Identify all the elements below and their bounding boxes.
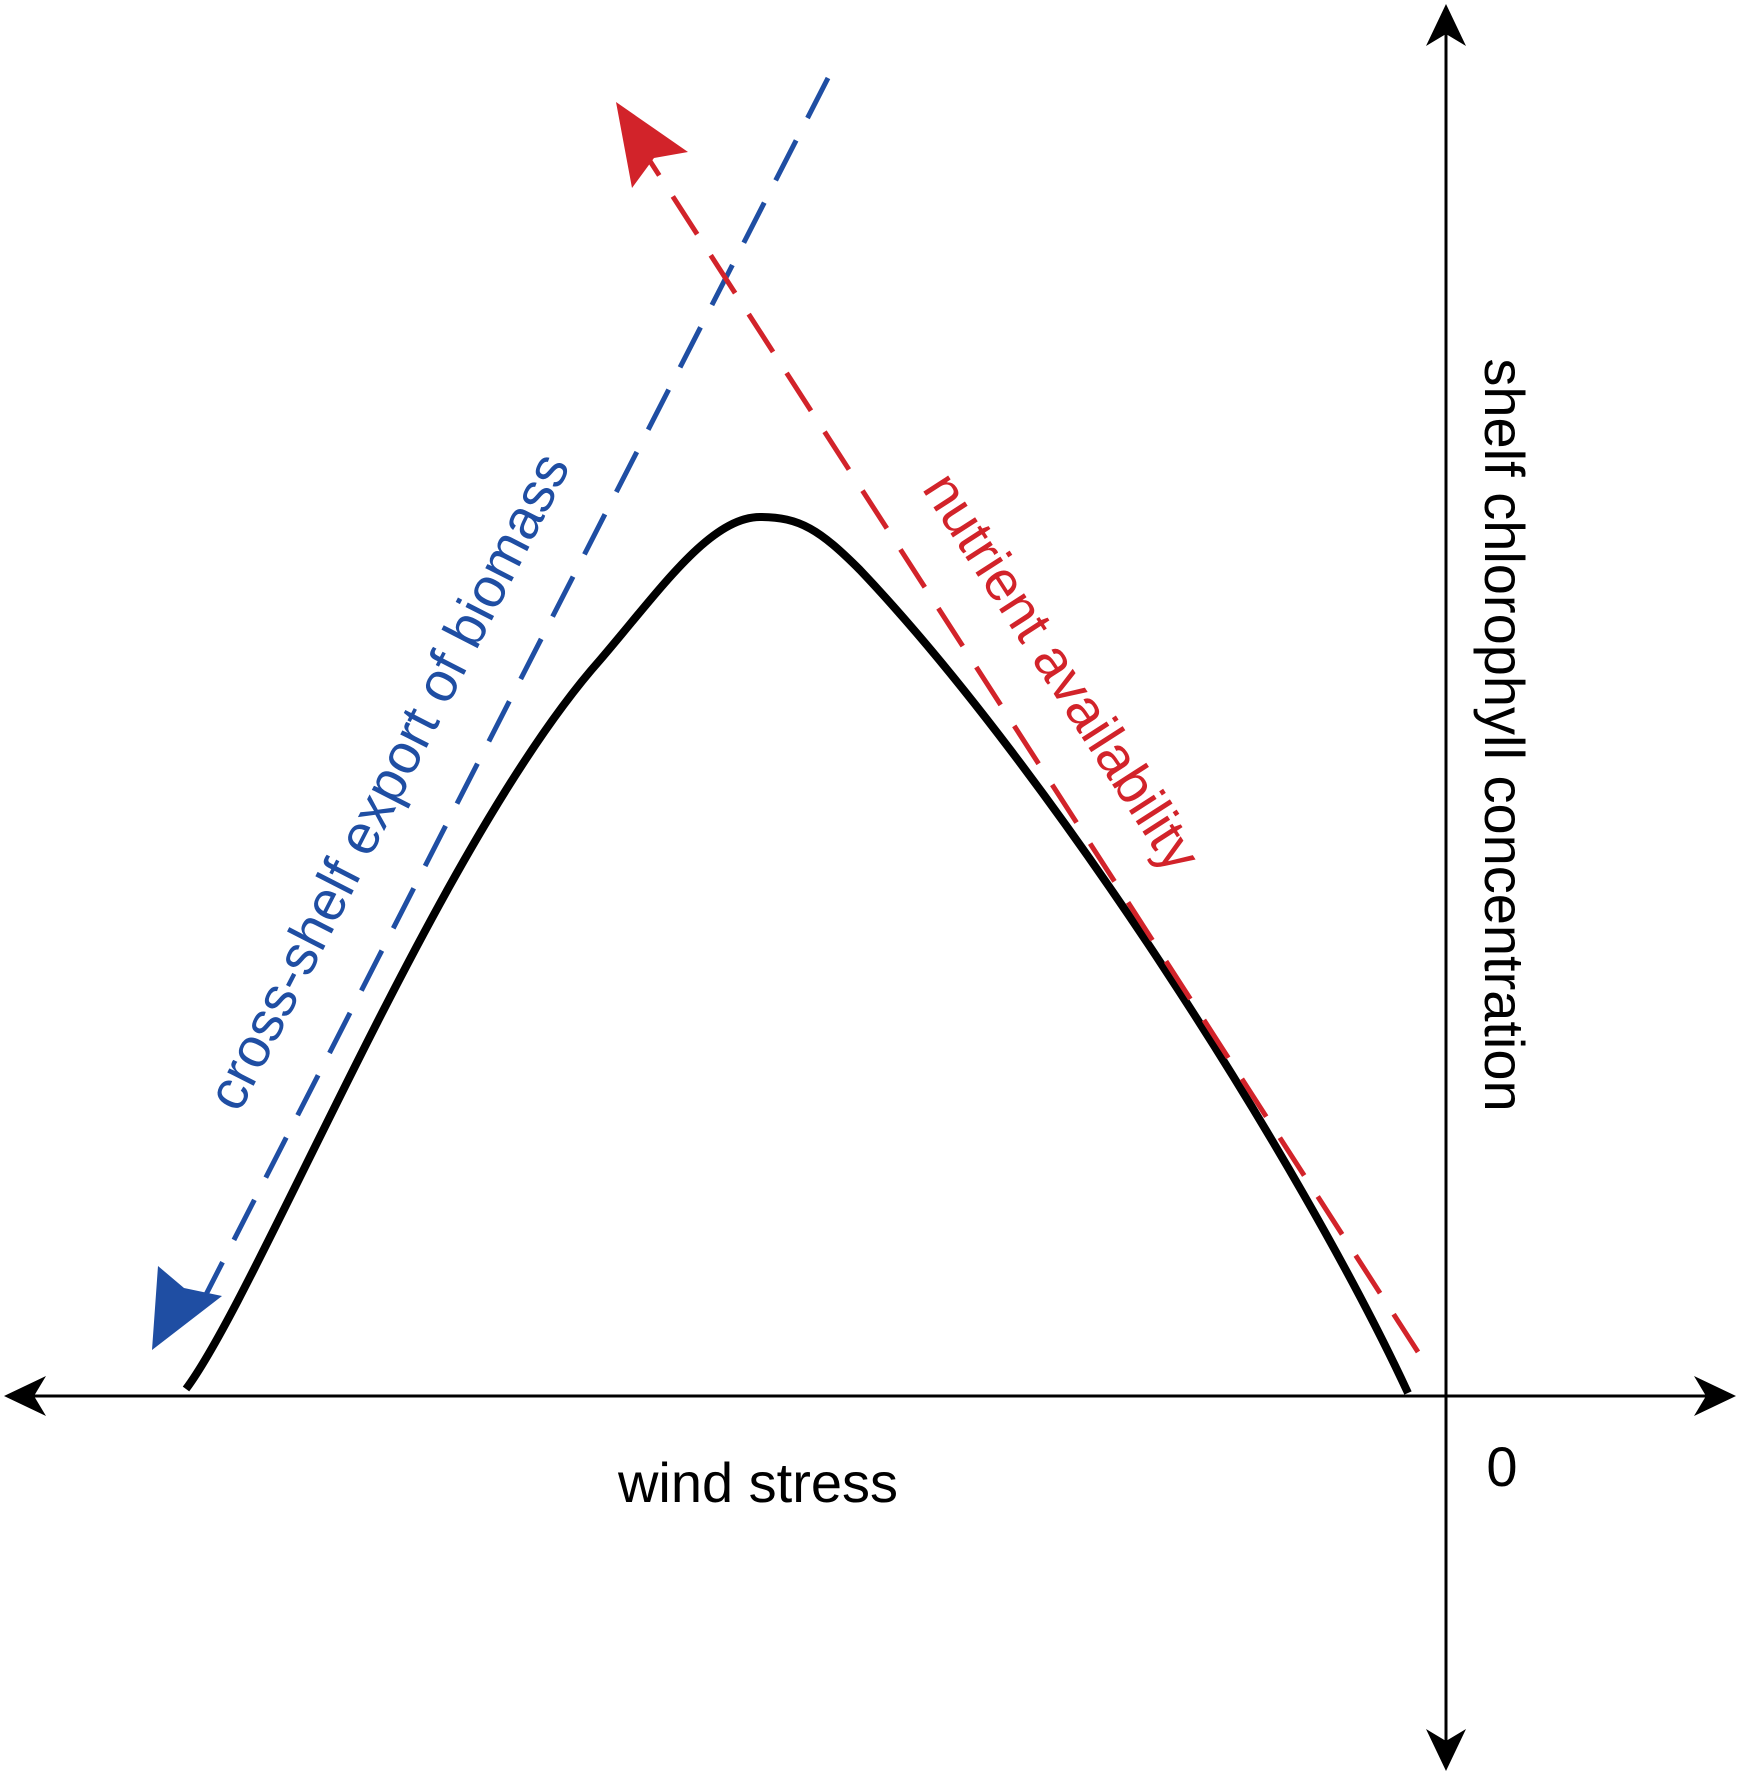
- biomass-export-label: cross-shelf export of biomass: [194, 443, 582, 1120]
- y-axis-bottom-arrow-icon: [1426, 1729, 1466, 1771]
- nutrient-availability-arrow-icon: [616, 102, 688, 188]
- x-axis-label: wind stress: [617, 1451, 898, 1514]
- nutrient-availability-dashed-line: [645, 156, 1421, 1354]
- origin-label: 0: [1486, 1435, 1517, 1498]
- chlorophyll-response-curve: [182, 512, 1412, 1395]
- y-axis-label: shelf chlorophyll concentration: [1473, 358, 1536, 1111]
- biomass-export-arrow-icon: [152, 1266, 222, 1350]
- biomass-export-dashed-line: [191, 76, 831, 1320]
- y-axis-top-arrow-icon: [1426, 4, 1466, 46]
- x-axis-right-arrow-icon: [1694, 1376, 1736, 1416]
- x-axis-left-arrow-icon: [4, 1376, 46, 1416]
